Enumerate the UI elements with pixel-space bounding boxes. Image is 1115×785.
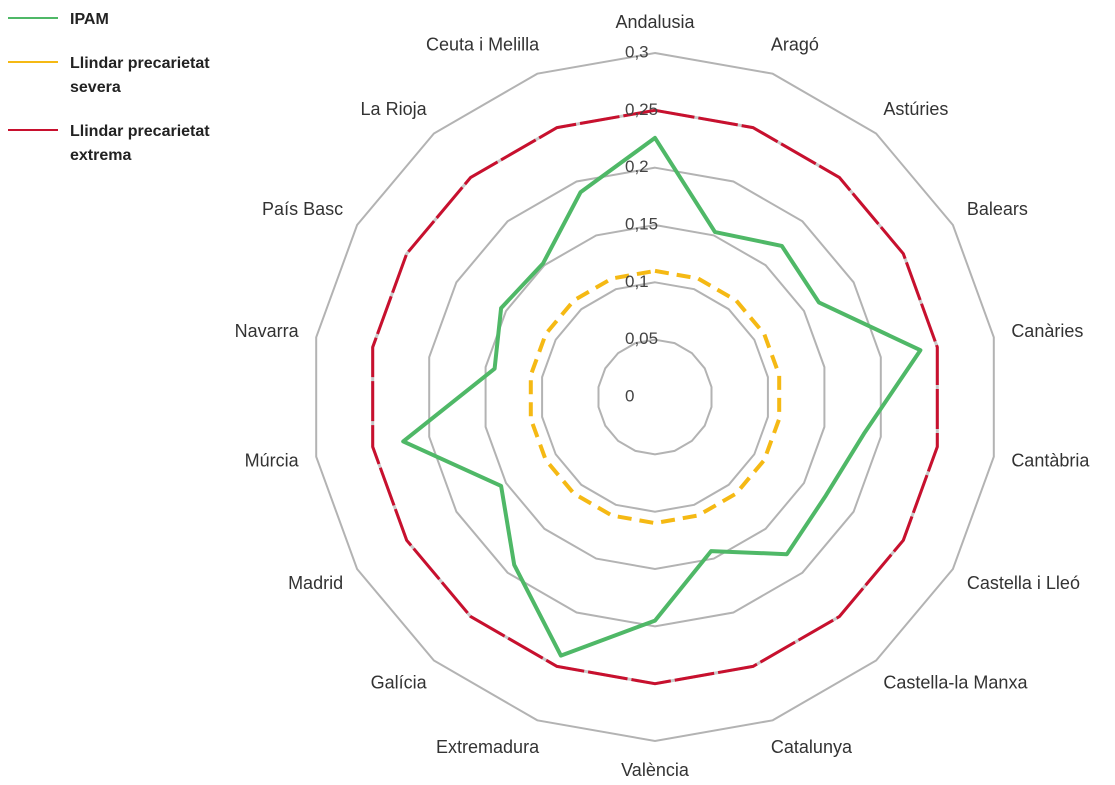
category-label: Madrid: [288, 573, 343, 593]
legend-item: IPAM: [8, 8, 268, 32]
legend-item: Llindar precarietat severa: [8, 52, 268, 100]
grid-ring: [484, 223, 826, 571]
category-label: Extremadura: [436, 737, 540, 757]
y-tick-label: 0,05: [625, 329, 658, 348]
category-label: Navarra: [235, 321, 300, 341]
category-label: Andalusia: [615, 12, 695, 32]
series-line: [371, 108, 939, 686]
grid-ring: [428, 166, 882, 628]
legend-label: Llindar precarietat extrema: [70, 123, 210, 164]
category-label: Balears: [967, 199, 1028, 219]
category-label: Cantàbria: [1011, 451, 1090, 471]
category-label: Castella i Lleó: [967, 573, 1080, 593]
y-tick-label: 0: [625, 386, 634, 405]
legend-label: IPAM: [70, 11, 109, 28]
y-tick-label: 0,3: [625, 42, 649, 61]
grid-ring: [315, 51, 995, 743]
grid-ring: [541, 281, 769, 513]
category-label: Múrcia: [245, 451, 300, 471]
category-label: País Basc: [262, 199, 343, 219]
category-label: La Rioja: [361, 99, 428, 119]
series-line: [401, 135, 923, 658]
legend-swatch: [8, 61, 58, 63]
category-label: Castella-la Manxa: [883, 672, 1028, 692]
legend: IPAM Llindar precarietat severa Llindar pr…: [8, 8, 268, 188]
category-label: Catalunya: [771, 737, 853, 757]
category-label: Galícia: [371, 672, 428, 692]
y-tick-label: 0,15: [625, 214, 658, 233]
category-label: Astúries: [883, 99, 948, 119]
series-line: [528, 268, 782, 526]
category-label: Ceuta i Melilla: [426, 34, 540, 54]
y-tick-label: 0,25: [625, 100, 658, 119]
legend-swatch: [8, 129, 58, 131]
grid-ring: [597, 338, 713, 456]
category-label: València: [621, 760, 690, 780]
legend-item: Llindar precarietat extrema: [8, 120, 268, 168]
y-tick-label: 0,1: [625, 272, 649, 291]
legend-label: Llindar precarietat severa: [70, 55, 210, 96]
category-label: Canàries: [1011, 321, 1083, 341]
category-label: Aragó: [771, 34, 819, 54]
y-tick-label: 0,2: [625, 157, 649, 176]
legend-swatch: [8, 17, 58, 19]
